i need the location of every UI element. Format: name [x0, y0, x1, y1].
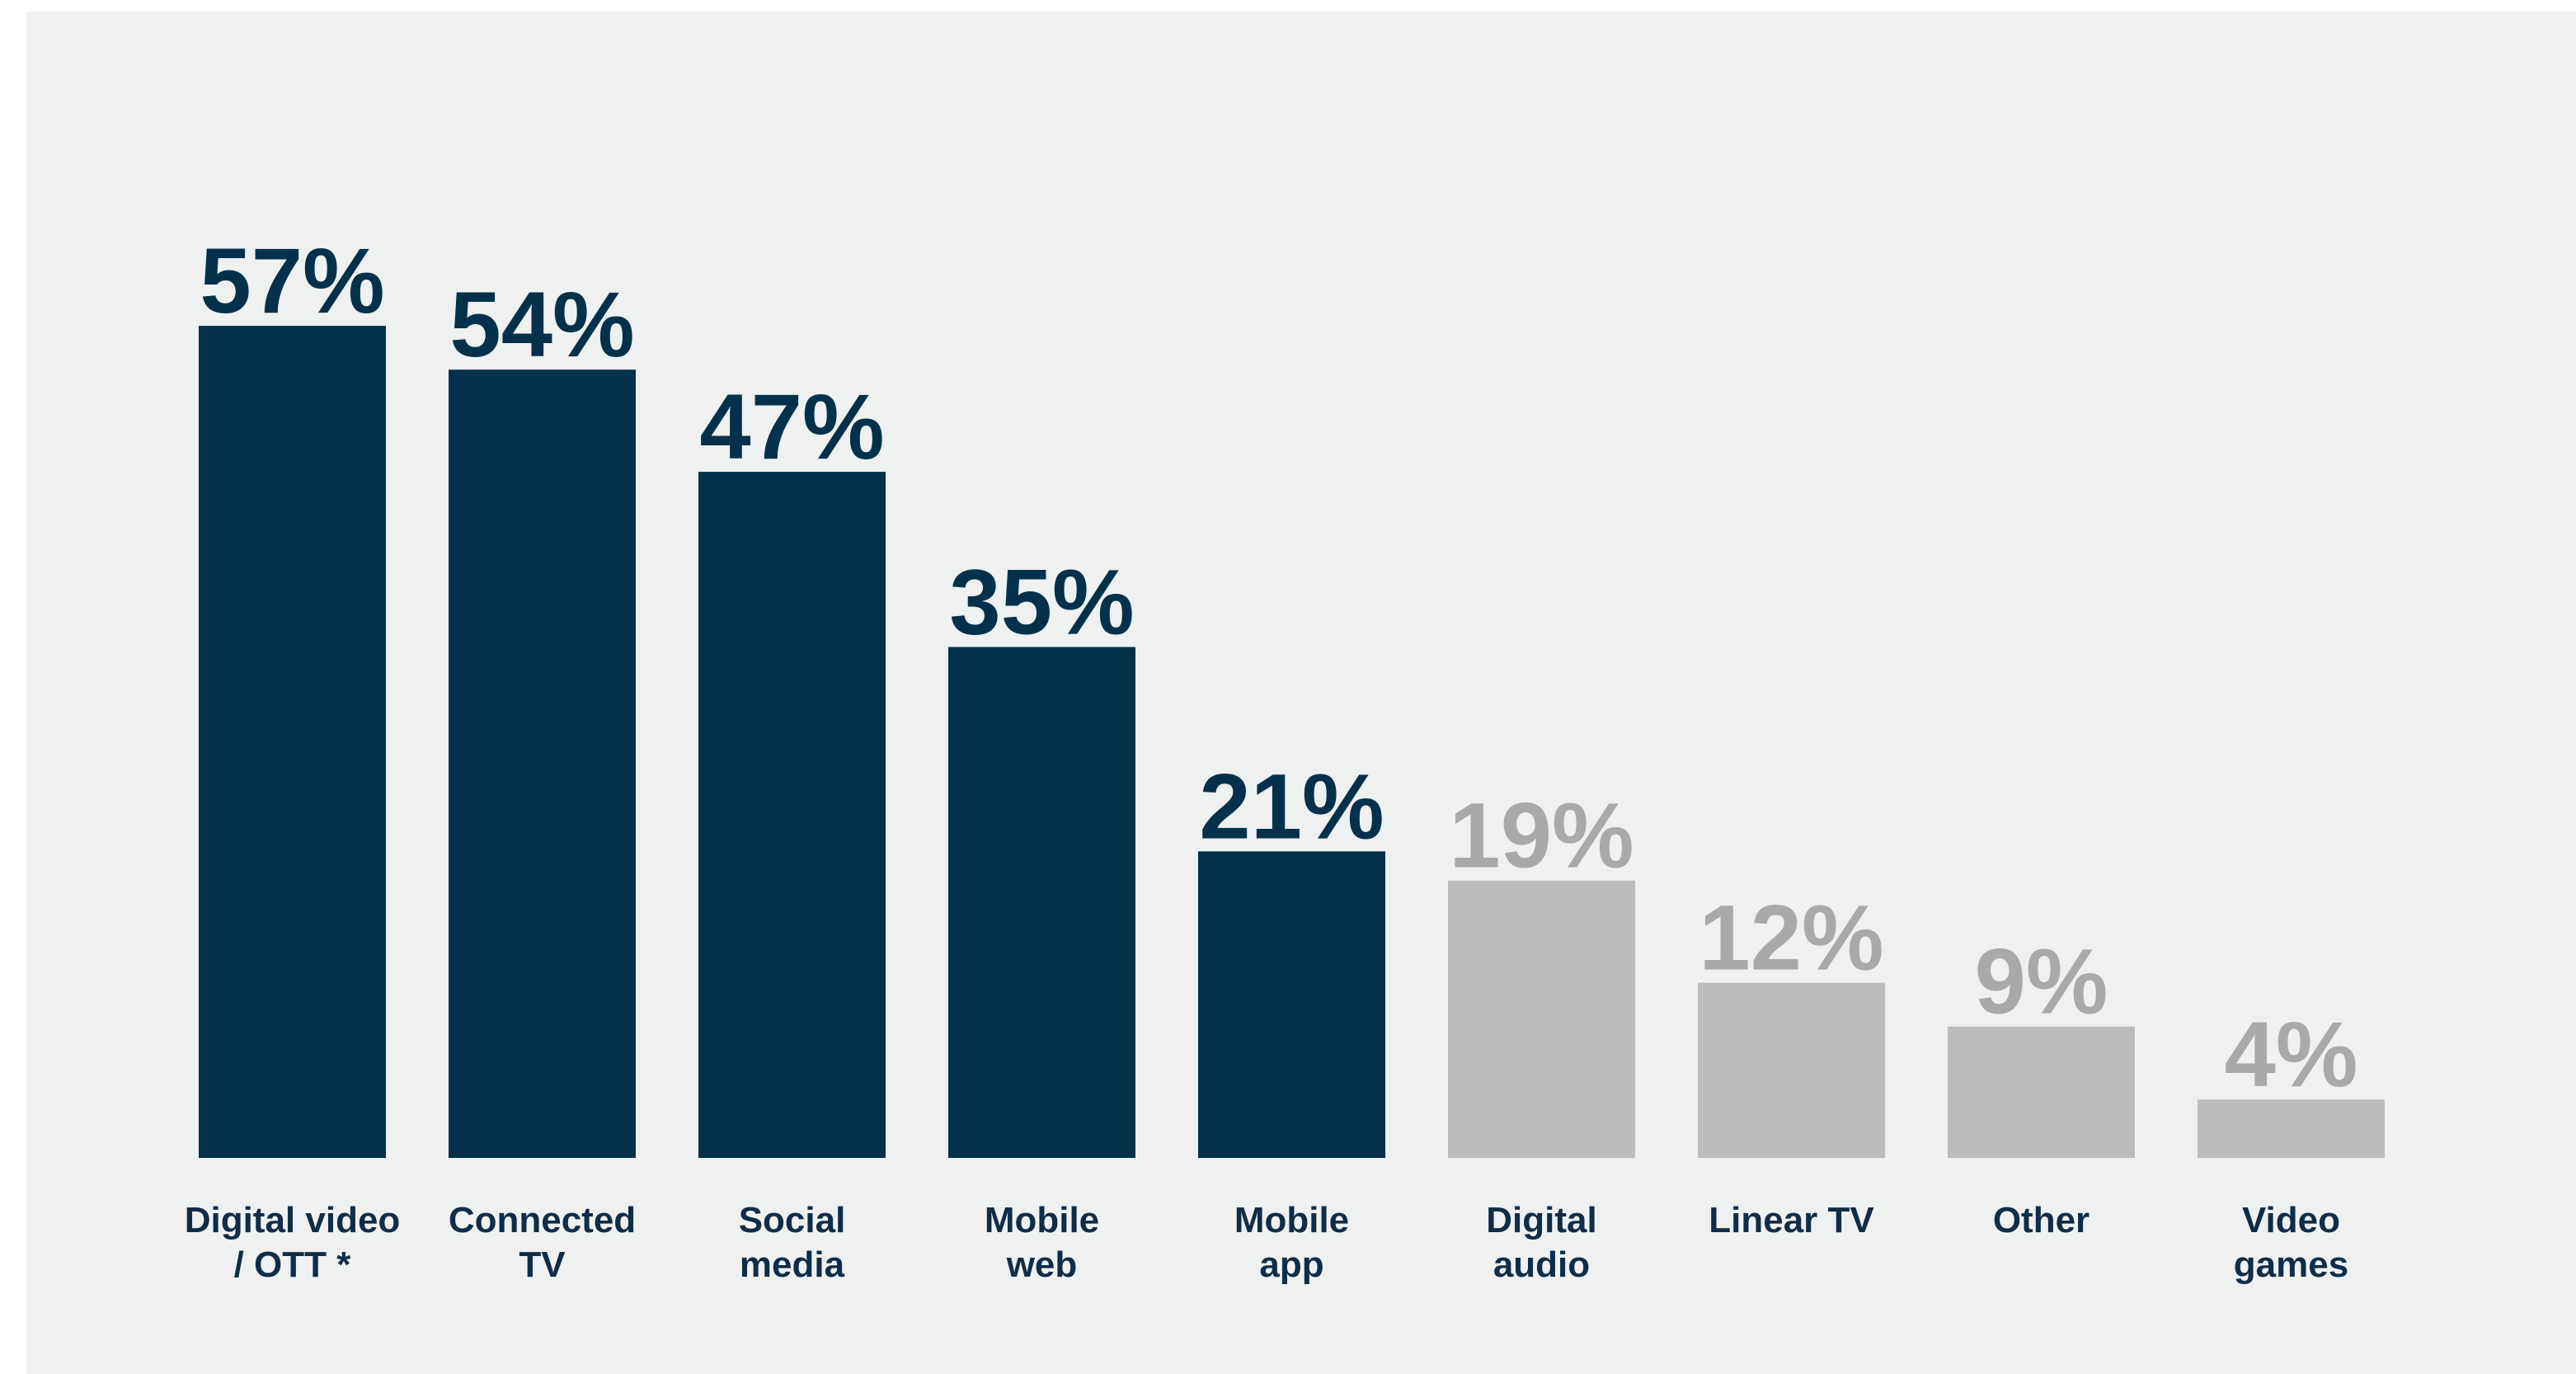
value-label-0: 57% — [200, 229, 384, 332]
value-labels-layer: 57% 54% 47% 35% 21% 19% 12% 9% 4% — [200, 229, 2357, 1106]
value-label-5: 19% — [1449, 784, 1634, 887]
category-label-6-line-0: Linear TV — [1709, 1200, 1874, 1240]
category-label-5-line-1: audio — [1493, 1245, 1590, 1285]
category-label-6: Linear TV — [1709, 1200, 1874, 1240]
bar-1 — [449, 369, 636, 1158]
category-label-4-line-0: Mobile — [1234, 1200, 1349, 1240]
category-label-2-line-0: Social — [739, 1200, 846, 1240]
category-label-1-line-1: TV — [519, 1245, 566, 1285]
category-label-3-line-0: Mobile — [985, 1200, 1099, 1240]
category-label-2: Social media — [739, 1200, 846, 1285]
category-label-5-line-0: Digital — [1486, 1200, 1596, 1240]
bar-7 — [1948, 1026, 2135, 1158]
value-label-2: 47% — [699, 375, 884, 478]
category-label-8: Video games — [2234, 1200, 2348, 1285]
category-label-0-line-1: / OTT * — [234, 1245, 352, 1285]
bar-6 — [1698, 982, 1885, 1158]
bars-layer — [199, 326, 2385, 1159]
bar-0 — [199, 326, 386, 1159]
category-label-0: Digital video / OTT * — [185, 1200, 401, 1285]
bar-2 — [698, 472, 886, 1158]
value-label-1: 54% — [449, 273, 634, 376]
value-label-6: 12% — [1699, 887, 1883, 990]
category-label-8-line-0: Video — [2242, 1200, 2340, 1240]
bar-4 — [1198, 851, 1385, 1158]
category-label-8-line-1: games — [2234, 1245, 2348, 1285]
value-label-4: 21% — [1199, 755, 1384, 858]
bar-5 — [1448, 880, 1635, 1158]
category-label-7-line-0: Other — [1993, 1200, 2089, 1240]
category-labels-layer: Digital video / OTT * Connected TV Social med… — [185, 1200, 2349, 1285]
category-label-0-line-0: Digital video — [185, 1200, 401, 1240]
category-label-4: Mobile app — [1234, 1200, 1349, 1285]
value-label-7: 9% — [1975, 930, 2108, 1033]
value-label-8: 4% — [2225, 1003, 2358, 1106]
bar-8 — [2198, 1099, 2385, 1158]
category-label-2-line-1: media — [740, 1245, 845, 1285]
category-label-3-line-1: web — [1006, 1245, 1078, 1285]
category-label-1: Connected TV — [449, 1200, 636, 1285]
category-label-5: Digital audio — [1486, 1200, 1596, 1285]
category-label-7: Other — [1993, 1200, 2089, 1240]
category-label-3: Mobile web — [985, 1200, 1099, 1285]
category-label-1-line-0: Connected — [449, 1200, 636, 1240]
bar-3 — [948, 647, 1135, 1158]
category-label-4-line-1: app — [1259, 1245, 1323, 1285]
value-label-3: 35% — [949, 551, 1134, 654]
